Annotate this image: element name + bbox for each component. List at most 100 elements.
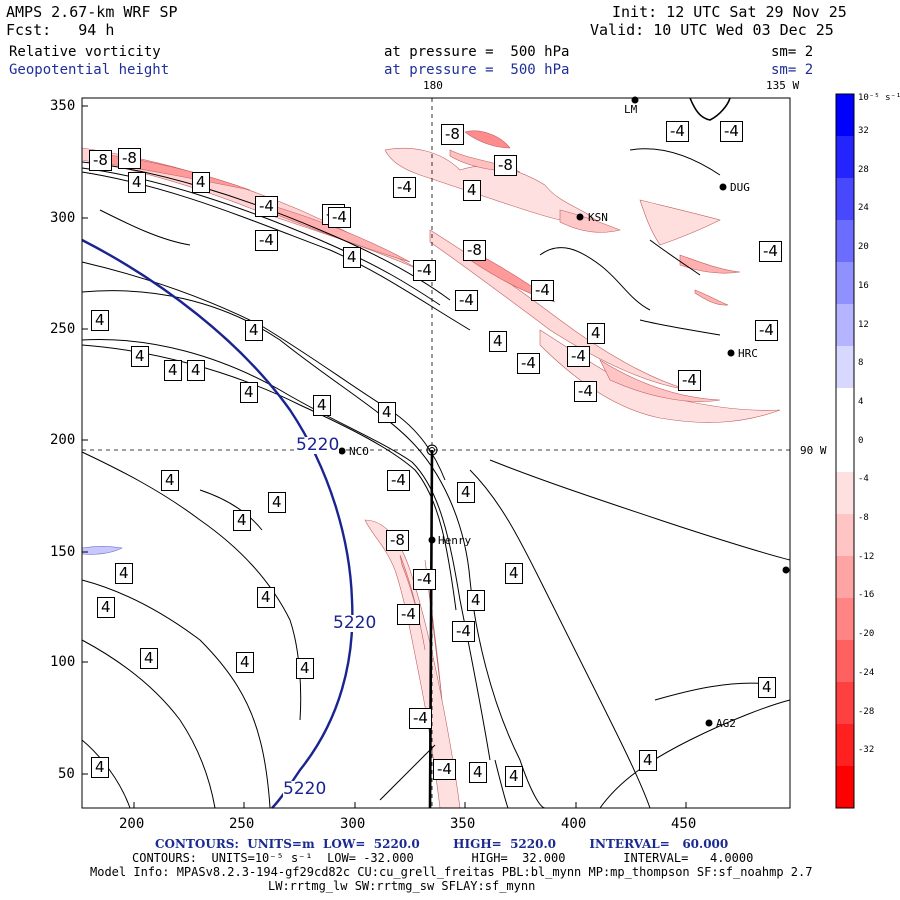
colorbar-tick-label: 16 <box>858 280 869 291</box>
vorticity-contour-label: 4 <box>97 597 115 618</box>
vorticity-contour-label: -4 <box>433 759 456 780</box>
field1-level: at pressure = 500 hPa <box>384 44 570 60</box>
vorticity-contour-label: -4 <box>517 353 540 374</box>
vorticity-contour-label: -8 <box>89 150 112 171</box>
colorbar-tick-label: 24 <box>858 203 869 214</box>
colorbar-tick-label: 0 <box>858 435 864 446</box>
colorbar-swatch <box>836 472 854 515</box>
station-label-lm: LM <box>624 103 638 116</box>
colorbar-swatch <box>836 136 854 179</box>
colorbar-tick-label: 32 <box>858 126 869 136</box>
vorticity-contour-label: 4 <box>115 563 133 584</box>
colorbar-tick-label: -4 <box>858 474 869 485</box>
height-label-1: 5220 <box>296 435 340 455</box>
model-title: AMPS 2.67-km WRF SP <box>6 3 178 21</box>
y-tick-200: 200 <box>50 432 76 448</box>
pole-marker <box>426 444 438 456</box>
longitude-label-90w: 90 W <box>800 444 827 457</box>
vorticity-contour-label: -4 <box>666 121 689 142</box>
y-tick-50: 50 <box>58 766 75 782</box>
colorbar-tick-label: -20 <box>858 629 875 640</box>
station-label-ksn: KSN <box>588 211 608 224</box>
colorbar-tick-label: 20 <box>858 242 869 253</box>
station-dot-edge <box>782 566 790 574</box>
vorticity-contour-label: -8 <box>386 530 409 551</box>
field2-name: Geopotential height <box>9 62 170 78</box>
vorticity-contour-label: 4 <box>268 492 286 513</box>
vorticity-contour-label: 4 <box>91 310 109 331</box>
vorticity-contour-label: 4 <box>469 762 487 783</box>
x-tick-400: 400 <box>561 816 587 832</box>
vorticity-contour-label: 4 <box>296 658 314 679</box>
station-dot-lm <box>631 96 639 104</box>
vorticity-contour-label: 4 <box>457 482 475 503</box>
field1-name: Relative vorticity <box>9 44 161 60</box>
vorticity-contours <box>81 148 791 809</box>
colorbar-tick-label: -28 <box>858 706 875 717</box>
vorticity-contour-label: -4 <box>755 320 778 341</box>
colorbar-swatch <box>836 346 854 389</box>
vorticity-contour-label: 4 <box>245 320 263 341</box>
vorticity-contour-label: -8 <box>463 240 486 261</box>
forecast-hour: Fcst: 94 h <box>6 21 115 39</box>
x-tick-200: 200 <box>119 816 145 832</box>
x-tick-300: 300 <box>340 816 366 832</box>
station-label-nco: NCO <box>349 445 369 458</box>
vorticity-contour-label: -4 <box>567 346 590 367</box>
vorticity-contour-label: 4 <box>240 382 258 403</box>
vorticity-contour-label: -4 <box>397 604 420 625</box>
height-label-3: 5220 <box>283 779 327 799</box>
vorticity-contour-label: 4 <box>236 652 254 673</box>
station-label-ag2: AG2 <box>716 717 736 730</box>
height-label-2: 5220 <box>333 613 377 633</box>
colorbar-tick-label: -24 <box>858 667 875 678</box>
vorticity-contour-label: -4 <box>393 177 416 198</box>
footer-model-info: Model Info: MPASv8.2.3-194-gf29cd82c CU:… <box>90 865 813 879</box>
vorticity-contour-label: -8 <box>441 124 464 145</box>
station-dot-ksn <box>576 213 584 221</box>
field1-smoothing: sm= 2 <box>771 44 814 60</box>
vorticity-contour-label: -4 <box>255 196 278 217</box>
vorticity-contour-label: 4 <box>505 766 523 787</box>
vorticity-contour-label: 4 <box>233 510 251 531</box>
colorbar-frame <box>835 93 855 809</box>
vorticity-contour-label: 4 <box>313 395 331 416</box>
vorticity-contour-label: -4 <box>328 207 351 228</box>
vorticity-contour-label: 4 <box>164 360 182 381</box>
y-tick-300: 300 <box>50 210 76 226</box>
colorbar-tick-label: 4 <box>858 396 864 407</box>
station-dot-nco <box>338 447 346 455</box>
x-tick-450: 450 <box>671 816 697 832</box>
vorticity-contour-label: -4 <box>574 381 597 402</box>
vorticity-contour-label: 4 <box>463 180 481 201</box>
vorticity-contour-label: 4 <box>378 402 396 423</box>
footer-model-info-2: LW:rrtmg_lw SW:rrtmg_sw SFLAY:sf_mynn <box>268 879 536 893</box>
y-tick-250: 250 <box>50 321 76 337</box>
colorbar-swatch <box>836 94 854 137</box>
colorbar-swatch <box>836 724 854 767</box>
station-dots <box>338 96 790 727</box>
station-dot-ag2 <box>705 719 713 727</box>
coastline <box>689 97 731 121</box>
vorticity-contour-label: -4 <box>413 569 436 590</box>
vorticity-contour-label: 4 <box>505 563 523 584</box>
vorticity-contour-label: -8 <box>494 155 517 176</box>
colorbar-swatch <box>836 388 854 431</box>
vorticity-contour-label: 4 <box>140 648 158 669</box>
x-tick-250: 250 <box>229 816 255 832</box>
vorticity-contour-label: 4 <box>128 172 146 193</box>
colorbar-unit: 10⁻⁵ s⁻¹ <box>858 93 900 103</box>
vorticity-contour-label: 4 <box>758 677 776 698</box>
colorbar-tick-label: -32 <box>858 745 875 756</box>
colorbar-tick-label: -8 <box>858 513 869 523</box>
vorticity-contour-label: -4 <box>531 280 554 301</box>
y-tick-100: 100 <box>50 654 76 670</box>
colorbar-tick-label: -12 <box>858 551 875 562</box>
colorbar-swatch <box>836 178 854 221</box>
x-tick-350: 350 <box>450 816 476 832</box>
colorbar-swatch <box>836 598 854 641</box>
meridian-90w-line <box>428 449 434 809</box>
colorbar-tick-label: -16 <box>858 590 875 601</box>
station-label-dug: DUG <box>730 181 750 194</box>
vorticity-contour-label: -4 <box>255 230 278 251</box>
